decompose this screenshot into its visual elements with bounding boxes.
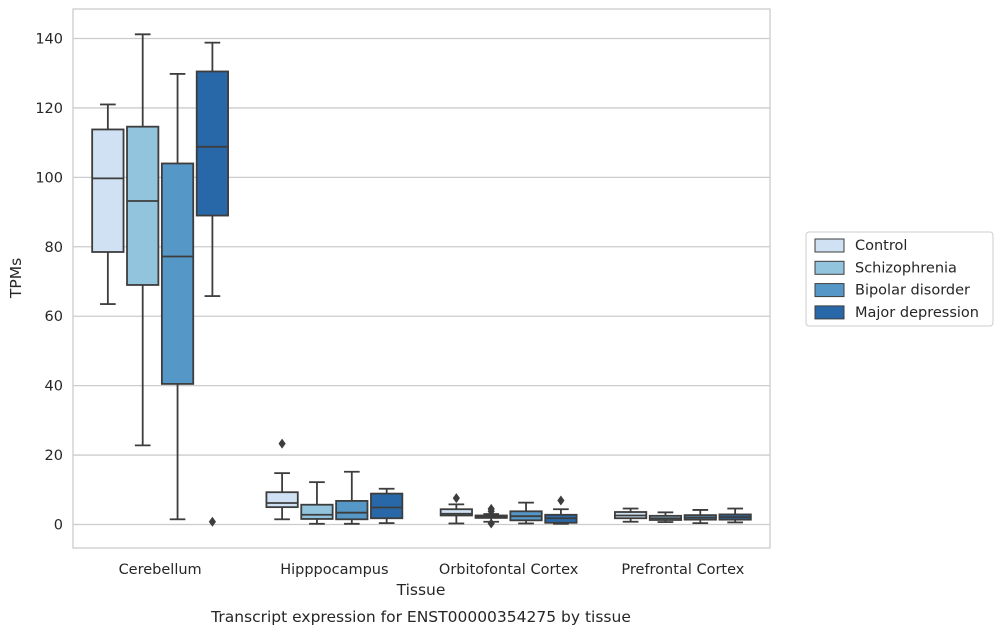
x-tick-labels: Cerebellum Hipppocampus Orbitofontal Corte… <box>119 562 745 578</box>
box-body <box>335 499 369 521</box>
legend: Control Schizophrenia Bipolar disorder Majo… <box>805 231 994 327</box>
box-body <box>160 162 195 385</box>
box-major-depression <box>195 41 229 527</box>
outlier-point <box>557 495 565 506</box>
x-tick-label: Prefrontal Cortex <box>621 562 744 578</box>
x-tick-label: Cerebellum <box>119 562 202 578</box>
legend-label: Major depression <box>855 305 979 321</box>
y-tick-label: 60 <box>45 309 63 325</box>
box-control <box>614 507 648 523</box>
y-tick-label: 20 <box>45 448 63 464</box>
box-schizophrenia <box>126 33 160 447</box>
y-tick-label: 0 <box>54 518 63 534</box>
plot-frame <box>72 8 771 549</box>
box-major-depression <box>370 487 404 525</box>
box-major-depression <box>544 495 578 525</box>
legend-label: Control <box>855 238 907 254</box>
legend-swatch <box>814 238 845 253</box>
legend-label: Bipolar disorder <box>855 283 970 299</box>
legend-swatch <box>814 305 845 320</box>
y-axis-label: TPMs <box>7 258 25 299</box>
box-body <box>370 492 404 520</box>
box-bipolar-disorder <box>335 470 369 525</box>
box-control <box>439 493 473 525</box>
box-body <box>300 503 334 520</box>
boxes <box>91 33 752 529</box>
x-tick-label: Orbitofontal Cortex <box>439 562 579 578</box>
box-body <box>91 128 125 253</box>
legend-swatch <box>814 283 845 298</box>
chart-title: Transcript expression for ENST0000035427… <box>210 608 631 626</box>
legend-frame <box>805 231 994 327</box>
box-control <box>91 103 125 305</box>
y-tick-label: 80 <box>45 240 63 256</box>
y-tick-label: 100 <box>35 170 63 186</box>
box-schizophrenia <box>300 481 334 525</box>
y-tick-label: 120 <box>35 101 63 117</box>
outlier-point <box>487 506 495 517</box>
box-bipolar-disorder <box>509 501 543 525</box>
legend-label: Schizophrenia <box>855 260 957 276</box>
box-body <box>265 491 299 509</box>
y-tick-labels: 0 20 40 60 80 100 120 140 <box>35 32 63 534</box>
y-tick-label: 140 <box>35 32 63 48</box>
outlier-point <box>278 438 286 449</box>
x-tick-label: Hipppocampus <box>280 562 388 578</box>
box-body <box>195 70 229 217</box>
y-tick-label: 40 <box>45 379 63 395</box>
outlier-point <box>487 518 495 529</box>
box-bipolar-disorder <box>683 509 717 525</box>
box-schizophrenia <box>648 511 683 523</box>
box-major-depression <box>718 507 752 524</box>
legend-swatch <box>814 260 845 275</box>
box-schizophrenia <box>474 503 508 529</box>
box-body <box>126 125 160 286</box>
outlier-point <box>452 493 460 504</box>
box-body <box>439 508 473 517</box>
outlier-point <box>208 516 216 527</box>
box-control <box>265 438 299 521</box>
x-axis-label: Tissue <box>396 581 446 599</box>
box-bipolar-disorder <box>160 73 195 521</box>
